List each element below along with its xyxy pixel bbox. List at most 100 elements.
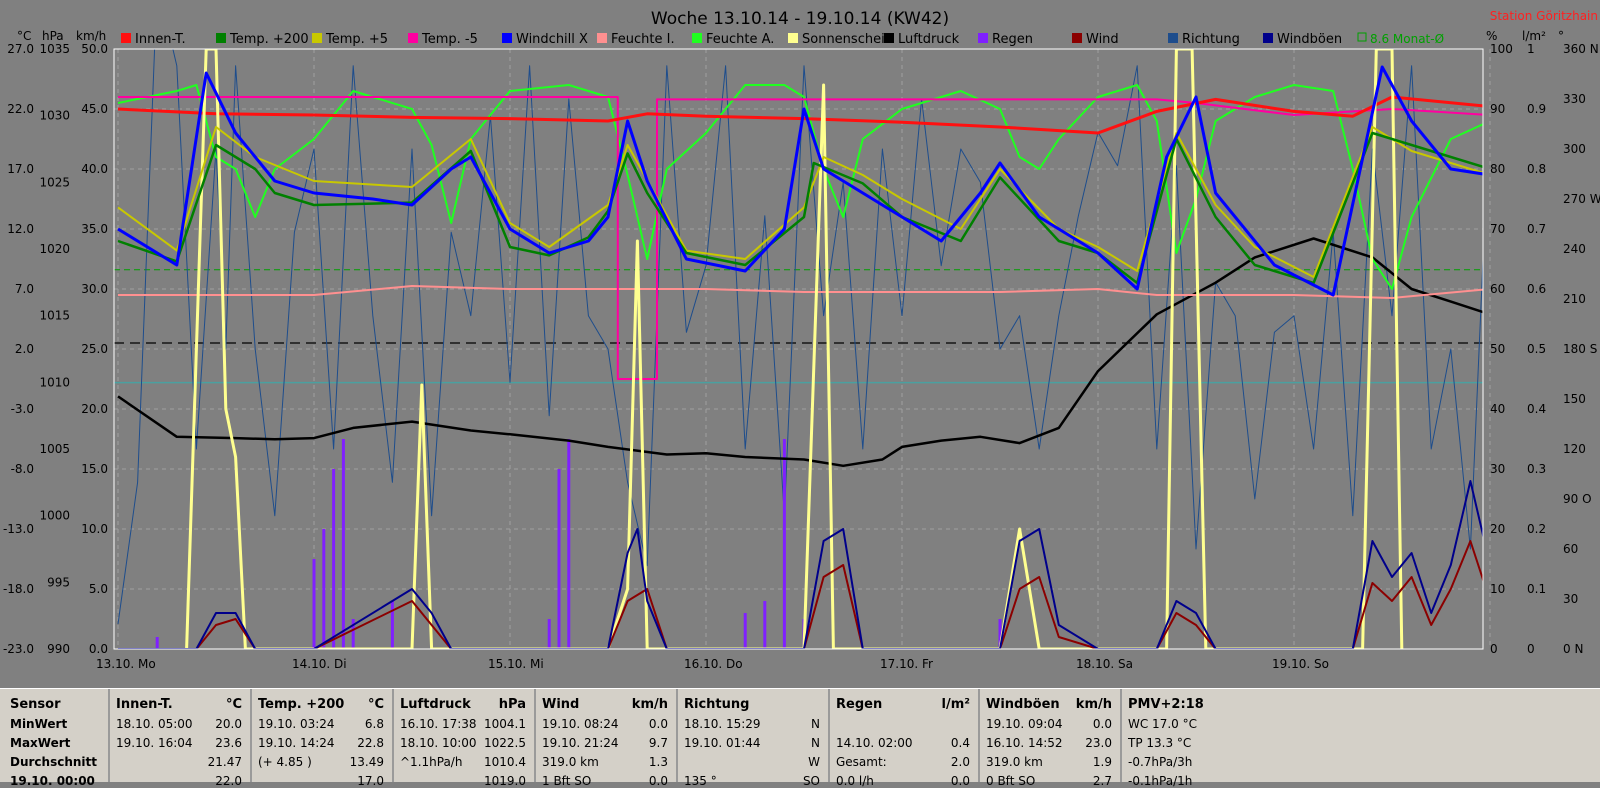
tick-label-humidity_pct: 30 (1490, 462, 1505, 476)
legend-swatch (597, 33, 607, 43)
stats-regen-label: Gesamt: (836, 755, 887, 769)
tick-label-rain_lm2: 0.2 (1527, 522, 1546, 536)
stats-windboen-label: 0 Bft SO (986, 774, 1036, 788)
legend-swatch (1072, 33, 1082, 43)
stats-panel: Sensor MinWert MaxWert Durchschnitt 19.1… (0, 688, 1600, 788)
chart-background (0, 0, 1600, 688)
tick-label-speed_kmh: 45.0 (81, 102, 108, 116)
stats-richtung-value: N (811, 736, 820, 750)
axis-header-direction: ° (1558, 29, 1564, 43)
tick-label-temp_c: 27.0 (7, 42, 34, 56)
stats-regen-label: 0.0 l/h (836, 774, 874, 788)
stats-unit-innen: °C (225, 697, 242, 712)
stats-regen-value: 0.4 (950, 736, 970, 750)
x-tick-label: 14.10. Di (292, 657, 347, 671)
tick-label-rain_lm2: 0 (1527, 642, 1535, 656)
tick-label-speed_kmh: 50.0 (81, 42, 108, 56)
legend-label: 8.6 Monat-Ø (1370, 32, 1444, 46)
stats-innen-label: 18.10. 05:00 (116, 717, 193, 731)
stats-innen-value: 22.0 (215, 774, 242, 788)
tick-label-temp_c: 22.0 (7, 102, 34, 116)
stats-innen-value: 21.47 (207, 755, 242, 769)
series-sonnenschein-line (185, 49, 1404, 649)
tick-label-speed_kmh: 0.0 (89, 642, 108, 656)
tick-label-pressure_hpa: 1030 (39, 109, 70, 123)
tick-label-pressure_hpa: 1015 (39, 309, 70, 323)
stats-header-wind: Wind (542, 697, 580, 712)
weather-chart: Woche 13.10.14 - 19.10.14 (KW42) Station… (0, 0, 1600, 688)
legend-swatch (788, 33, 798, 43)
stats-richtung-label: 18.10. 15:29 (684, 717, 761, 731)
tick-label-pressure_hpa: 1000 (39, 509, 70, 523)
legend-label: Sonnenschein (802, 32, 893, 47)
tick-label-direction_deg: 0 N (1563, 642, 1583, 656)
stats-col-innen: Innen-T. °C 18.10. 05:00 20.0 19.10. 16:04 23… (110, 689, 252, 788)
stats-wind-value: 0.0 (648, 717, 668, 731)
tick-label-direction_deg: 120 (1563, 442, 1586, 456)
stats-label-max: MaxWert (10, 736, 71, 750)
pmv-windchill: WC 17.0 °C (1128, 717, 1197, 731)
x-tick-label: 19.10. So (1272, 657, 1329, 671)
legend-label: Wind (1086, 32, 1119, 47)
series-layer (114, 49, 1483, 649)
tick-label-pressure_hpa: 995 (47, 575, 70, 589)
axis-headers: °C hPa km/h % l/m² ° (17, 29, 1564, 43)
stats-header-regen: Regen (836, 697, 883, 712)
tick-label-temp_c: -18.0 (3, 582, 34, 596)
legend-swatch (312, 33, 322, 43)
legend-label: Feuchte I. (611, 32, 675, 47)
stats-col-windboen: Windböen km/h 19.10. 09:04 0.0 16.10. 14:52 2… (980, 689, 1122, 788)
tick-label-rain_lm2: 0.3 (1527, 462, 1546, 476)
legend-swatch (1263, 33, 1273, 43)
tick-label-humidity_pct: 20 (1490, 522, 1505, 536)
legend-swatch (408, 33, 418, 43)
legend-swatch (216, 33, 226, 43)
tick-label-temp_c: 2.0 (15, 342, 34, 356)
tick-label-humidity_pct: 100 (1490, 42, 1513, 56)
legend-label: Windböen (1277, 32, 1342, 47)
tick-label-pressure_hpa: 1035 (39, 42, 70, 56)
stats-wind-label: 319.0 km (542, 755, 599, 769)
series-windb-en-line (118, 480, 1483, 649)
stats-label-current: 19.10. 00:00 (10, 774, 95, 788)
stats-innen-label: 19.10. 16:04 (116, 736, 193, 750)
tick-label-direction_deg: 270 W (1563, 192, 1600, 206)
stats-windboen-label: 19.10. 09:04 (986, 717, 1063, 731)
tick-label-rain_lm2: 0.7 (1527, 222, 1546, 236)
tick-label-temp_c: 17.0 (7, 162, 34, 176)
stats-windboen-value: 1.9 (1092, 755, 1112, 769)
tick-label-direction_deg: 330 (1563, 92, 1586, 106)
tick-label-humidity_pct: 70 (1490, 222, 1505, 236)
legend-swatch (692, 33, 702, 43)
stats-header-windboen: Windböen (986, 697, 1060, 712)
x-tick-label: 15.10. Mi (488, 657, 544, 671)
legend-label: Richtung (1182, 32, 1240, 47)
stats-header-luftdruck: Luftdruck (400, 697, 471, 712)
stats-windboen-value: 23.0 (1085, 736, 1112, 750)
tick-label-pressure_hpa: 1010 (39, 375, 70, 389)
tick-label-speed_kmh: 35.0 (81, 222, 108, 236)
stats-temp200-value: 6.8 (364, 717, 384, 731)
x-tick-label: 17.10. Fr (880, 657, 933, 671)
tick-label-temp_c: 12.0 (7, 222, 34, 236)
tick-label-rain_lm2: 0.8 (1527, 162, 1546, 176)
stats-richtung-label: 135 ° (684, 774, 717, 788)
stats-luftdruck-value: 1019.0 (484, 774, 526, 788)
tick-label-direction_deg: 180 S (1563, 342, 1597, 356)
stats-temp200-value: 22.8 (357, 736, 384, 750)
ticks: 27.0 22.0 17.0 12.0 7.0 2.0 -3.0 -8.0 -13.0 -18.0… (3, 42, 1600, 671)
stats-wind-label: 19.10. 21:24 (542, 736, 619, 750)
stats-temp200-value: 17.0 (357, 774, 384, 788)
tick-label-direction_deg: 210 (1563, 292, 1586, 306)
tick-label-speed_kmh: 20.0 (81, 402, 108, 416)
series-luftdruck-line (117, 237, 1483, 468)
stats-luftdruck-label: ^1.1hPa/h (400, 755, 463, 769)
chart-title: Woche 13.10.14 - 19.10.14 (KW42) (651, 9, 949, 29)
stats-windboen-value: 2.7 (1092, 774, 1112, 788)
legend-label: Innen-T. (135, 32, 186, 47)
stats-richtung-value: N (811, 717, 820, 731)
tick-label-humidity_pct: 50 (1490, 342, 1505, 356)
legend-label: Temp. +5 (325, 32, 388, 47)
stats-luftdruck-label: 18.10. 10:00 (400, 736, 477, 750)
tick-label-speed_kmh: 25.0 (81, 342, 108, 356)
